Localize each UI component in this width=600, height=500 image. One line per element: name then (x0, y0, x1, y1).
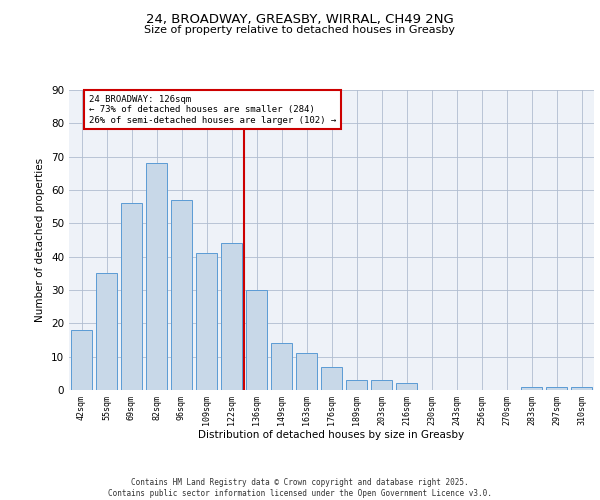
Bar (96, 274, 117, 390)
Bar (271, 344, 292, 390)
Text: 24 BROADWAY: 126sqm
← 73% of detached houses are smaller (284)
26% of semi-detac: 24 BROADWAY: 126sqm ← 73% of detached ho… (89, 95, 336, 125)
Bar (196, 254, 217, 390)
Bar (146, 164, 167, 390)
X-axis label: Distribution of detached houses by size in Greasby: Distribution of detached houses by size … (199, 430, 464, 440)
Text: 24, BROADWAY, GREASBY, WIRRAL, CH49 2NG: 24, BROADWAY, GREASBY, WIRRAL, CH49 2NG (146, 12, 454, 26)
Bar (396, 384, 417, 390)
Bar (71, 330, 92, 390)
Bar (546, 386, 567, 390)
Bar (321, 366, 342, 390)
Bar (121, 204, 142, 390)
Bar (221, 244, 242, 390)
Text: Contains HM Land Registry data © Crown copyright and database right 2025.
Contai: Contains HM Land Registry data © Crown c… (108, 478, 492, 498)
Text: Size of property relative to detached houses in Greasby: Size of property relative to detached ho… (145, 25, 455, 35)
Y-axis label: Number of detached properties: Number of detached properties (35, 158, 46, 322)
Bar (346, 380, 367, 390)
Bar (246, 290, 267, 390)
Bar (521, 386, 542, 390)
Bar (571, 386, 592, 390)
Bar (371, 380, 392, 390)
Bar (171, 200, 192, 390)
Bar (296, 354, 317, 390)
